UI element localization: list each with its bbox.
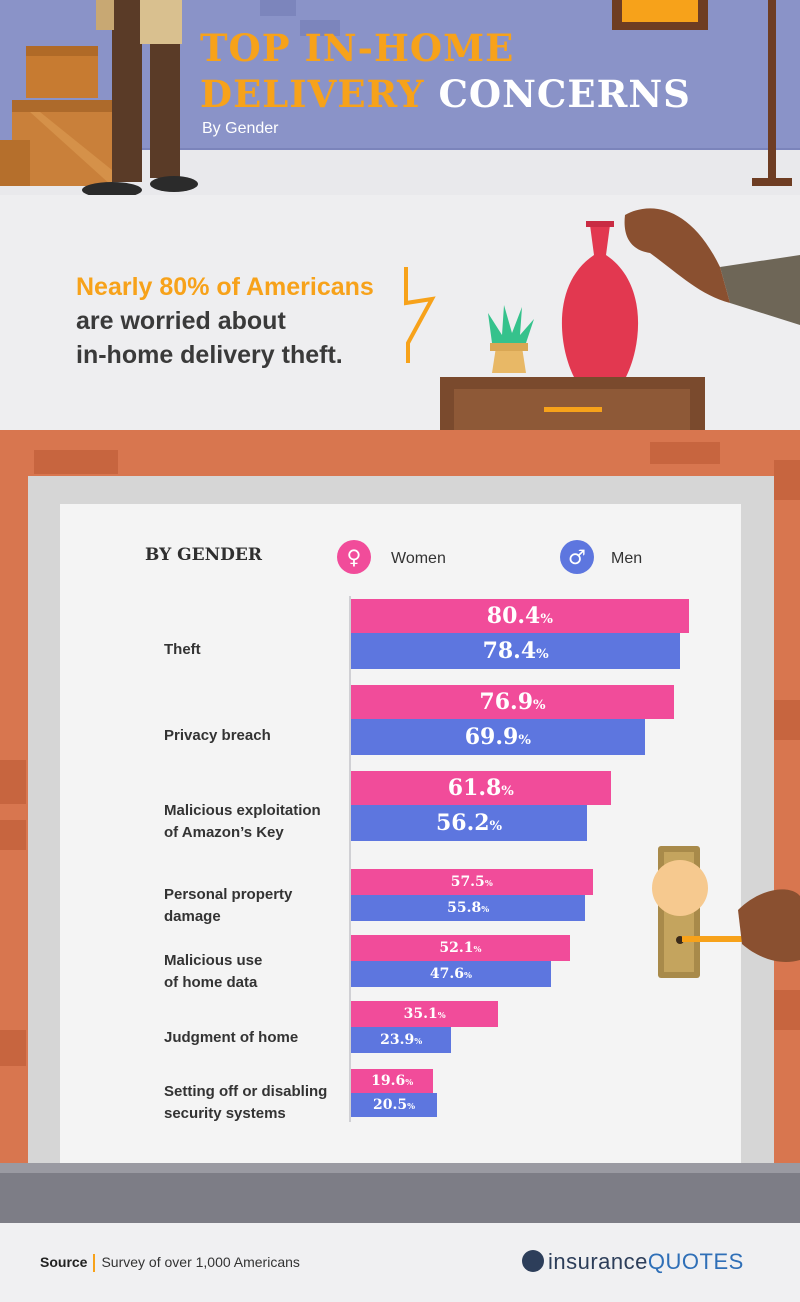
header-banner: TOP IN-HOME DELIVERY CONCERNS By Gender	[0, 0, 800, 195]
chart-heading: BY GENDER	[145, 545, 262, 565]
male-symbol-icon: ♂	[560, 540, 594, 574]
door-step-edge	[0, 1163, 800, 1173]
category-label: Theft	[164, 641, 201, 658]
page-title-line1: TOP IN-HOME	[200, 26, 515, 70]
brand-logo: insuranceQUOTES	[522, 1249, 744, 1275]
bar-value-label: 69.9%	[464, 723, 531, 750]
bar-value-label: 55.8%	[447, 899, 490, 916]
bar-value-label: 57.5%	[450, 873, 493, 890]
bar-value-label: 52.1%	[439, 939, 482, 956]
female-symbol-icon: ♀	[337, 540, 371, 574]
bar-women: 19.6%	[351, 1069, 434, 1093]
bar-women: 80.4%	[351, 599, 689, 633]
bar-women: 61.8%	[351, 771, 611, 805]
category-label: Setting off or disabling security systems	[164, 1083, 328, 1122]
source-text: Survey of over 1,000 Americans	[101, 1254, 300, 1270]
bar-value-label: 19.6%	[371, 1072, 414, 1089]
bar-value-label: 78.4%	[482, 637, 549, 664]
bar-value-label: 61.8%	[447, 774, 514, 801]
page-title-line2: DELIVERY CONCERNS	[200, 72, 691, 116]
intro-line-3: in-home delivery theft.	[76, 341, 343, 369]
bar-value-label: 76.9%	[479, 688, 546, 715]
footer	[0, 1223, 800, 1302]
bar-value-label: 20.5%	[373, 1096, 416, 1113]
legend-women: Women	[391, 550, 446, 567]
bar-men: 55.8%	[351, 895, 586, 921]
door-handle-illustration	[652, 846, 800, 978]
bar-men: 69.9%	[351, 719, 645, 755]
source-note: Source Survey of over 1,000 Americans	[40, 1254, 300, 1273]
category-label: Malicious use of home data	[164, 952, 263, 991]
header-illustration	[0, 0, 792, 195]
bar-men: 56.2%	[351, 805, 588, 841]
bar-men: 78.4%	[351, 633, 681, 669]
bar-value-label: 23.9%	[380, 1031, 423, 1048]
intro-highlight: Nearly 80% of Americans	[76, 273, 374, 301]
brand-name-b: QUOTES	[647, 1249, 744, 1274]
bar-women: 76.9%	[351, 685, 674, 719]
bar-men: 20.5%	[351, 1093, 438, 1117]
category-label: Personal property damage	[164, 886, 293, 925]
brick-pattern	[0, 442, 800, 1066]
category-label: Privacy breach	[164, 727, 271, 744]
bar-value-label: 35.1%	[403, 1005, 446, 1022]
bar-women: 35.1%	[351, 1001, 499, 1027]
bar-value-label: 47.6%	[429, 965, 472, 982]
category-label: Judgment of home	[164, 1029, 299, 1046]
bar-women: 57.5%	[351, 869, 593, 895]
brand-mark-icon	[522, 1250, 544, 1273]
chart-axis	[349, 596, 351, 1122]
brand-name-a: insurance	[548, 1249, 648, 1274]
bar-value-label: 56.2%	[435, 809, 503, 836]
bar-women: 52.1%	[351, 935, 570, 961]
source-label: Source	[40, 1254, 88, 1270]
page-subtitle: By Gender	[202, 120, 279, 137]
intro-line-2: are worried about	[76, 307, 286, 335]
bar-men: 47.6%	[351, 961, 551, 987]
intro-illustration	[404, 208, 800, 435]
bar-men: 23.9%	[351, 1027, 452, 1053]
bar-value-label: 80.4%	[486, 602, 553, 629]
legend-men: Men	[611, 550, 643, 567]
door-step	[0, 1163, 800, 1223]
intro-statement: Nearly 80% of Americans are worried abou…	[76, 270, 374, 372]
category-label: Malicious exploitation of Amazon’s Key	[164, 802, 321, 841]
